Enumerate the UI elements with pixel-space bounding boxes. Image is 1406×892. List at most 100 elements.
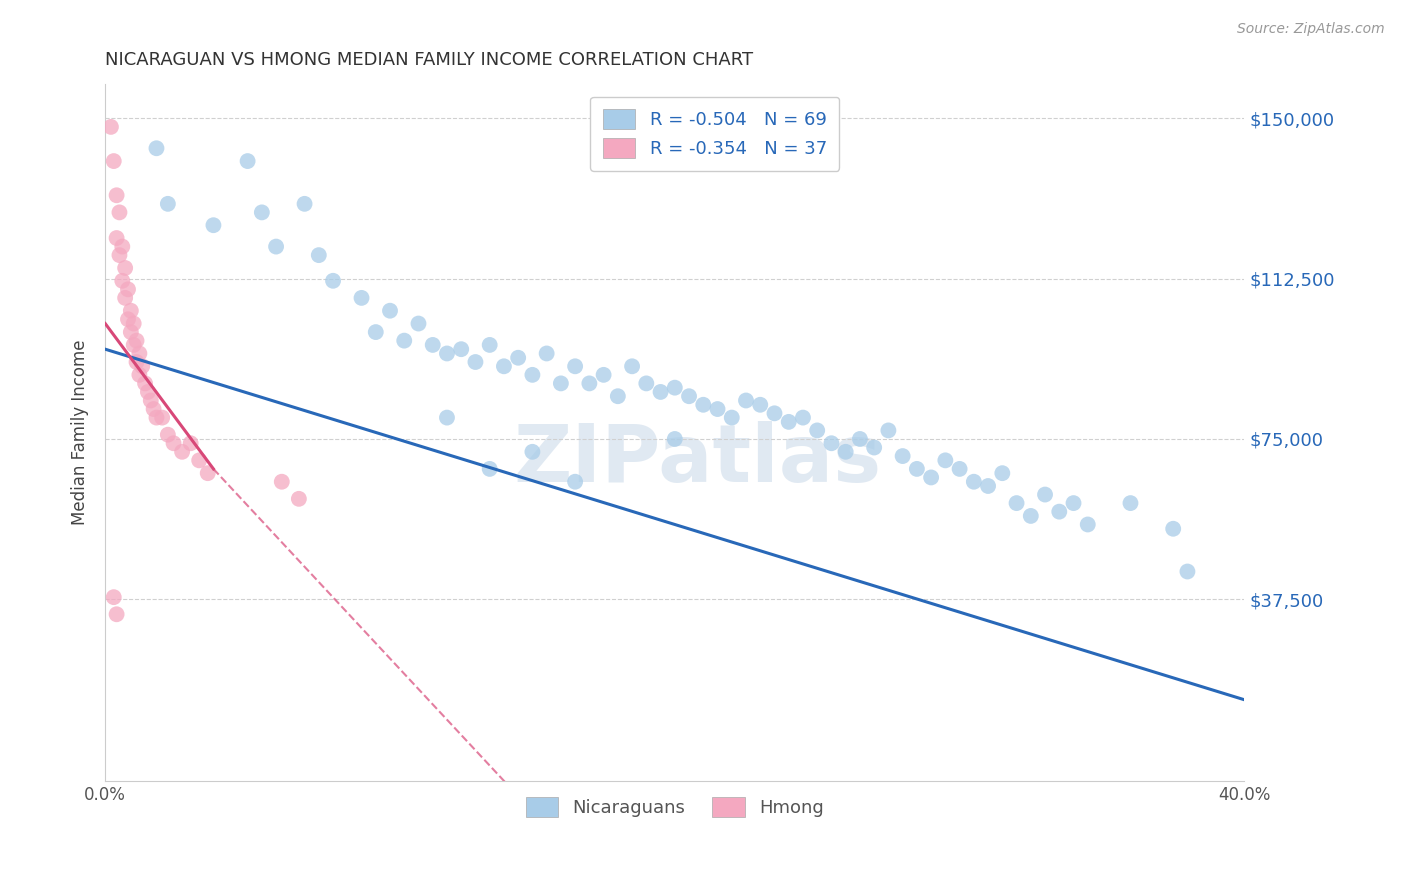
Point [763,406,786,420]
Point [536,346,558,360]
Point [270,475,292,489]
Point [139,393,162,408]
Point [156,197,179,211]
Point [378,303,401,318]
Point [849,432,872,446]
Point [934,453,956,467]
Point [1161,522,1184,536]
Point [977,479,1000,493]
Point [408,317,430,331]
Point [664,432,686,446]
Point [578,376,600,391]
Point [678,389,700,403]
Point [128,346,150,360]
Point [145,410,167,425]
Point [508,351,530,365]
Point [105,607,128,622]
Point [142,402,165,417]
Point [294,197,316,211]
Point [792,410,814,425]
Point [706,402,728,417]
Point [264,239,287,253]
Point [863,441,886,455]
Point [464,355,486,369]
Point [877,424,900,438]
Point [136,384,159,399]
Point [720,410,742,425]
Point [134,376,156,391]
Point [1177,565,1199,579]
Point [125,355,148,369]
Point [108,248,131,262]
Point [735,393,758,408]
Point [564,359,586,374]
Point [436,346,458,360]
Point [197,466,219,480]
Point [778,415,800,429]
Point [111,239,134,253]
Point [172,445,194,459]
Legend: Nicaraguans, Hmong: Nicaraguans, Hmong [519,790,831,824]
Point [963,475,986,489]
Point [125,334,148,348]
Point [436,410,458,425]
Point [606,389,628,403]
Point [692,398,714,412]
Point [162,436,184,450]
Point [103,590,125,604]
Point [422,338,444,352]
Point [522,445,544,459]
Point [949,462,972,476]
Point [621,359,644,374]
Point [905,462,928,476]
Point [650,384,672,399]
Point [150,410,173,425]
Point [250,205,273,219]
Point [350,291,373,305]
Point [108,205,131,219]
Point [564,475,586,489]
Point [117,312,139,326]
Point [1033,487,1056,501]
Point [492,359,515,374]
Point [322,274,344,288]
Point [103,154,125,169]
Point [120,325,142,339]
Text: Source: ZipAtlas.com: Source: ZipAtlas.com [1237,22,1385,37]
Point [1077,517,1099,532]
Point [131,359,153,374]
Point [834,445,856,459]
Point [636,376,658,391]
Point [891,449,914,463]
Point [592,368,614,382]
Point [664,381,686,395]
Point [478,462,501,476]
Point [308,248,330,262]
Point [806,424,828,438]
Point [450,342,472,356]
Point [1019,508,1042,523]
Point [522,368,544,382]
Point [145,141,167,155]
Text: ZIPatlas: ZIPatlas [513,421,882,500]
Point [749,398,772,412]
Point [1047,505,1070,519]
Point [288,491,311,506]
Point [105,231,128,245]
Point [550,376,572,391]
Point [202,218,225,232]
Point [991,466,1014,480]
Point [188,453,211,467]
Point [114,291,136,305]
Point [1005,496,1028,510]
Point [920,470,942,484]
Point [820,436,842,450]
Point [128,368,150,382]
Point [105,188,128,202]
Point [180,436,202,450]
Point [1119,496,1142,510]
Point [114,260,136,275]
Point [478,338,501,352]
Point [1063,496,1085,510]
Point [156,427,179,442]
